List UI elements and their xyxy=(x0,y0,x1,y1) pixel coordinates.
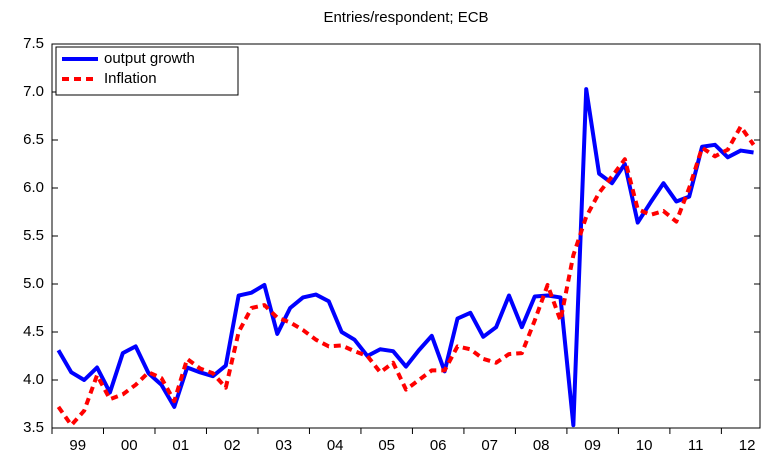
x-tick-label: 11 xyxy=(688,437,704,454)
x-tick-label: 06 xyxy=(430,437,447,454)
x-tick-label: 00 xyxy=(121,437,138,454)
y-tick-label: 7.0 xyxy=(23,83,44,100)
x-tick-label: 07 xyxy=(481,437,498,454)
y-tick-label: 5.5 xyxy=(23,227,44,244)
y-tick-label: 6.0 xyxy=(23,179,44,196)
plot-frame xyxy=(51,43,761,429)
x-tick-label: 12 xyxy=(739,437,756,454)
legend-box xyxy=(55,46,239,96)
x-tick-label: 10 xyxy=(636,437,653,454)
series-line xyxy=(56,124,756,428)
x-tick-label: 01 xyxy=(172,437,189,454)
legend-label: output growth xyxy=(104,50,195,67)
y-tick-label: 7.5 xyxy=(23,35,44,52)
x-tick-label: 99 xyxy=(69,437,86,454)
y-tick-label: 4.5 xyxy=(23,323,44,340)
legend-label: Inflation xyxy=(104,70,157,87)
y-tick-label: 3.5 xyxy=(23,419,44,436)
x-tick-label: 09 xyxy=(584,437,601,454)
x-tick-label: 04 xyxy=(327,437,344,454)
y-tick-label: 4.0 xyxy=(23,371,44,388)
series-line xyxy=(56,87,754,428)
x-tick-label: 03 xyxy=(275,437,292,454)
x-tick-label: 08 xyxy=(533,437,550,454)
y-tick-label: 6.5 xyxy=(23,131,44,148)
x-tick-label: 05 xyxy=(378,437,395,454)
y-tick-label: 5.0 xyxy=(23,275,44,292)
x-tick-label: 02 xyxy=(224,437,241,454)
chart-title: Entries/respondent; ECB xyxy=(323,9,488,26)
